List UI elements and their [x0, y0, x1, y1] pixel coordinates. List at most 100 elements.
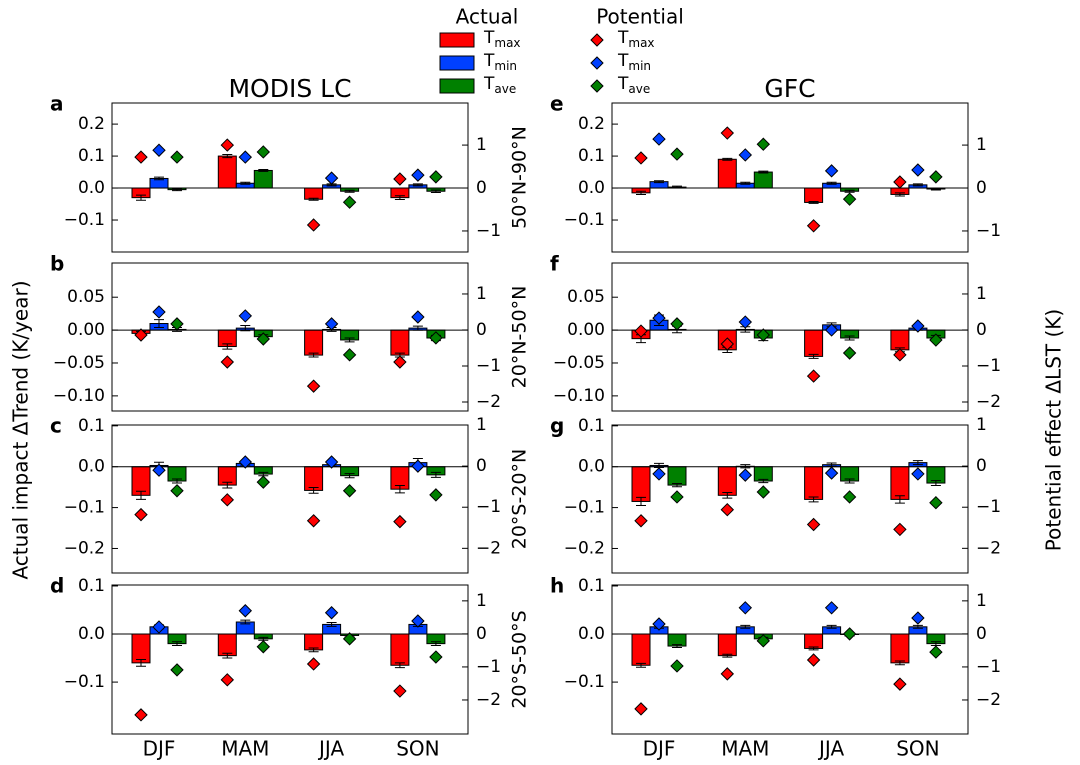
panel-label: h — [550, 574, 564, 598]
panel-frame — [611, 102, 969, 253]
legend-marker — [590, 33, 604, 47]
potential-marker — [411, 310, 425, 324]
row-label: 20°S-50°S — [509, 610, 531, 708]
legend-swatch — [439, 32, 475, 48]
potential-marker — [152, 143, 166, 157]
potential-marker — [893, 348, 907, 362]
y2-tick-label: −1 — [476, 497, 501, 517]
potential-marker — [842, 192, 857, 206]
bar — [390, 329, 410, 356]
y-tick-label: −0.1 — [564, 672, 605, 692]
potential-marker — [170, 484, 184, 498]
x-tick-label: MAM — [221, 737, 269, 761]
potential-marker — [134, 150, 148, 164]
y2-tick-label: 1 — [476, 135, 487, 155]
y2-tick-label: 1 — [476, 591, 487, 611]
y2-tick-label: 1 — [976, 284, 987, 304]
error-bar — [154, 176, 164, 181]
error-bar — [172, 188, 182, 192]
y-tick-label: −0.2 — [64, 538, 105, 558]
y2-tick-label: −2 — [976, 690, 1001, 710]
error-bar — [912, 183, 923, 187]
potential-marker — [756, 137, 771, 151]
error-bar — [672, 482, 682, 488]
y2-tick-label: 1 — [476, 284, 487, 304]
potential-marker — [842, 346, 857, 360]
row-label: 50°N-90°N — [509, 126, 531, 229]
y2-tick-label: −2 — [476, 538, 501, 558]
column-title: GFC — [764, 74, 815, 103]
bar — [217, 155, 237, 189]
error-bar — [722, 157, 733, 161]
panel-label: g — [550, 414, 564, 438]
bar — [217, 633, 237, 657]
error-bar — [844, 478, 855, 484]
potential-marker — [238, 455, 253, 469]
potential-marker — [411, 168, 425, 182]
error-bar — [308, 487, 319, 494]
y-tick-label: 0.0 — [578, 178, 605, 198]
y-tick-label: −0.05 — [53, 353, 105, 373]
y-tick-label: 0.1 — [578, 576, 605, 596]
potential-marker — [238, 309, 253, 323]
error-bar — [326, 621, 337, 627]
error-bar — [308, 647, 319, 653]
legend-title: Actual — [456, 5, 519, 29]
y2-tick-label: 0 — [476, 320, 487, 340]
potential-marker — [806, 219, 821, 233]
error-bar — [430, 641, 441, 647]
potential-marker — [134, 708, 148, 722]
error-bar — [636, 496, 646, 507]
error-bar — [136, 659, 146, 667]
error-bar — [636, 662, 646, 668]
potential-marker — [256, 145, 271, 159]
y2-tick-label: 0 — [976, 456, 987, 476]
y-tick-label: −0.1 — [564, 210, 605, 230]
panel-frame — [611, 584, 969, 735]
error-bar — [808, 353, 819, 359]
y-tick-label: 0.1 — [78, 146, 105, 166]
y-tick-label: 0.0 — [578, 624, 605, 644]
y2-tick-label: 0 — [476, 624, 487, 644]
panel-label: f — [550, 252, 559, 276]
potential-marker — [824, 601, 839, 615]
potential-marker — [634, 151, 648, 165]
bar — [304, 329, 324, 356]
bar — [390, 633, 410, 666]
potential-marker — [342, 632, 357, 646]
potential-marker — [670, 490, 684, 504]
potential-marker — [824, 164, 839, 178]
potential-marker — [824, 466, 839, 480]
potential-marker — [220, 673, 235, 687]
error-bar — [894, 660, 905, 666]
potential-marker — [256, 640, 271, 654]
error-bar — [740, 181, 751, 185]
error-bar — [172, 641, 182, 647]
potential-marker — [806, 517, 821, 532]
potential-marker — [738, 601, 753, 615]
y-tick-label: −0.1 — [564, 498, 605, 518]
potential-marker — [220, 355, 235, 369]
potential-marker — [652, 132, 666, 146]
x-tick-label: DJF — [143, 737, 176, 761]
potential-marker — [911, 611, 925, 625]
y-tick-label: 0.1 — [578, 146, 605, 166]
y2-tick-label: −1 — [476, 221, 501, 241]
y2-tick-label: 1 — [976, 135, 987, 155]
potential-marker — [756, 485, 771, 499]
potential-marker — [256, 475, 271, 489]
x-tick-label: SON — [396, 737, 439, 761]
potential-marker — [756, 634, 771, 648]
y2-tick-label: 0 — [976, 624, 987, 644]
y2-tick-label: −2 — [476, 690, 501, 710]
panel-frame — [111, 262, 469, 412]
potential-marker — [306, 514, 321, 528]
potential-marker — [306, 379, 321, 393]
bar — [717, 633, 737, 657]
panel-label: b — [50, 252, 64, 276]
y2-tick-label: −1 — [976, 657, 1001, 677]
bar — [304, 466, 324, 491]
bar — [253, 169, 273, 189]
y-tick-label: 0.0 — [78, 457, 105, 477]
potential-marker — [324, 606, 339, 620]
